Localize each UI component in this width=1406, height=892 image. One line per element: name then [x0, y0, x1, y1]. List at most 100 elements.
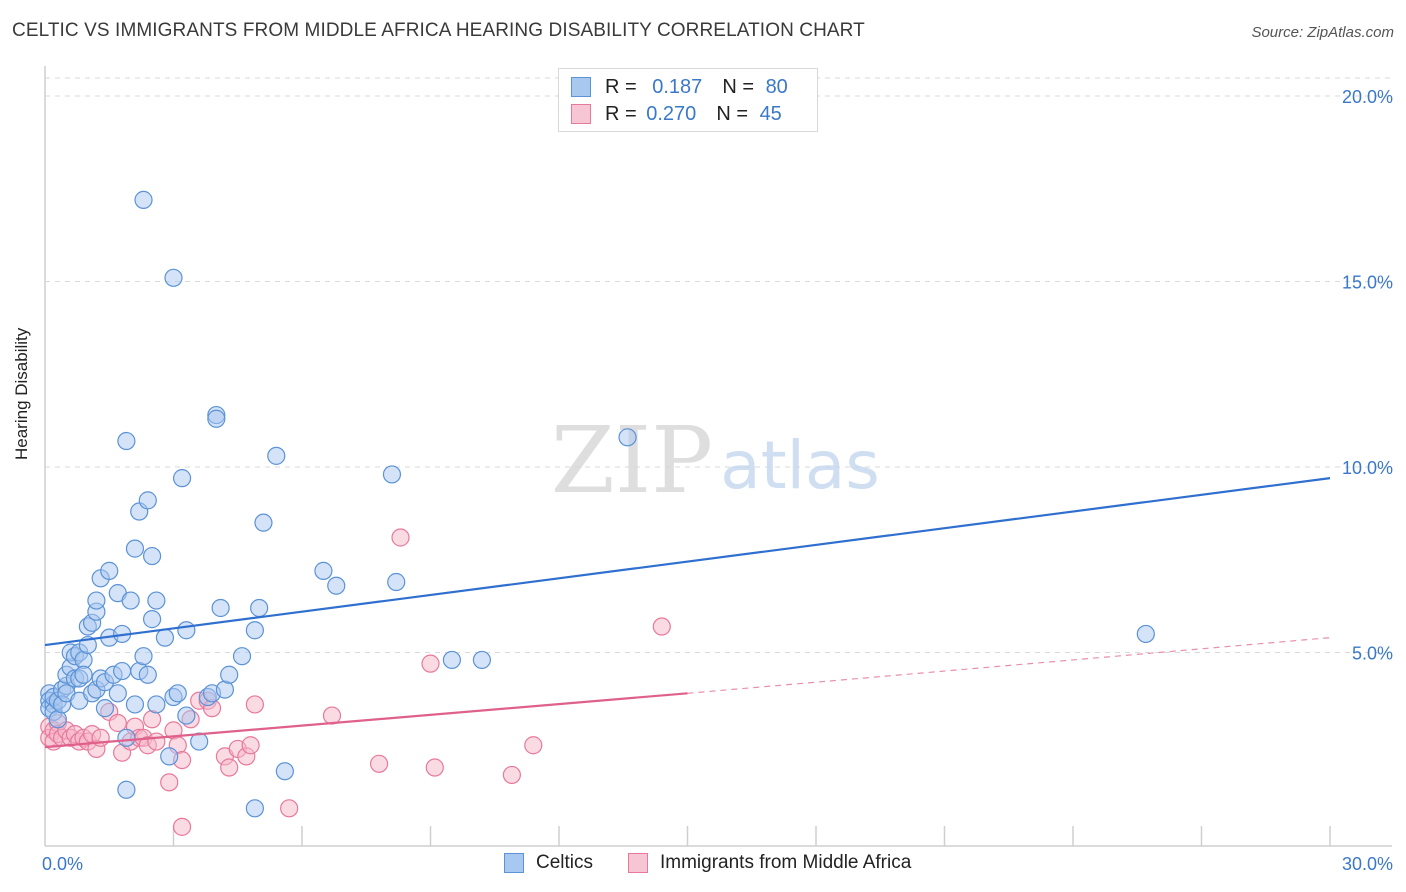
- data-point: [134, 190, 153, 209]
- data-point: [275, 762, 294, 781]
- data-point: [125, 695, 145, 714]
- data-point: [652, 617, 671, 636]
- data-point: [172, 469, 192, 488]
- y-tick-label: 10.0%: [1342, 458, 1393, 478]
- data-point: [1136, 624, 1155, 644]
- x-tick-label: 0.0%: [42, 854, 83, 874]
- data-point: [121, 591, 140, 610]
- data-point: [160, 773, 179, 792]
- data-point: [147, 732, 166, 751]
- data-point: [87, 591, 106, 610]
- data-point: [117, 431, 136, 451]
- data-point: [245, 799, 264, 818]
- stats-legend: R = 0.187 N = 80 R = 0.270 N = 45: [558, 68, 818, 132]
- r-label: R =: [605, 75, 637, 98]
- axes: [44, 66, 1392, 847]
- watermark-zip: ZIP: [551, 407, 713, 514]
- y-tick-label: 20.0%: [1342, 87, 1393, 107]
- data-point: [117, 728, 136, 747]
- data-point: [421, 654, 440, 673]
- data-point: [160, 747, 179, 766]
- y-tick-label: 15.0%: [1342, 273, 1393, 293]
- data-point: [280, 799, 299, 818]
- trend-line-celtics: [44, 477, 1331, 647]
- r-value: 0.270: [646, 102, 697, 125]
- data-point: [100, 561, 119, 580]
- data-point: [618, 428, 637, 447]
- celtics-legend-swatch: [504, 853, 524, 873]
- data-point: [442, 650, 462, 670]
- y-tick-label: 5.0%: [1352, 644, 1393, 664]
- data-point: [168, 684, 187, 703]
- data-point: [95, 699, 115, 718]
- data-point: [177, 706, 196, 725]
- data-point: [190, 732, 209, 751]
- n-label: N =: [716, 102, 748, 125]
- series-legend: Celtics Immigrants from Middle Africa: [0, 850, 1406, 878]
- data-point: [138, 491, 157, 510]
- data-point: [147, 591, 166, 610]
- legend-item-immigrants[interactable]: Immigrants from Middle Africa: [628, 852, 911, 874]
- trend-line-immigrants-extension: [687, 637, 1331, 694]
- data-point: [220, 665, 239, 684]
- data-point: [220, 758, 239, 777]
- immigrants-legend-swatch: [628, 853, 648, 873]
- n-value: 45: [759, 102, 782, 125]
- data-point: [134, 647, 153, 666]
- gridlines: [45, 77, 1392, 653]
- data-point: [245, 695, 264, 714]
- data-point: [74, 665, 93, 684]
- legend-label: Immigrants from Middle Africa: [660, 852, 912, 873]
- data-point: [524, 736, 543, 755]
- data-point: [142, 546, 162, 566]
- legend-item-celtics[interactable]: Celtics: [504, 852, 593, 874]
- data-point: [314, 561, 333, 580]
- trend-lines: [44, 477, 1331, 749]
- data-point: [177, 621, 196, 640]
- data-point: [207, 409, 226, 428]
- data-point: [117, 780, 136, 799]
- data-point: [387, 572, 406, 592]
- data-point: [502, 765, 521, 785]
- data-point: [250, 598, 269, 618]
- celtics-swatch: [571, 77, 591, 97]
- data-point: [245, 621, 264, 640]
- data-point: [327, 576, 346, 595]
- y-axis-label: Hearing Disability: [12, 327, 31, 460]
- n-value: 80: [765, 75, 788, 98]
- watermark-atlas: atlas: [720, 427, 880, 504]
- data-point: [254, 513, 273, 532]
- data-point: [142, 610, 162, 629]
- data-point: [241, 736, 260, 755]
- data-point: [211, 598, 230, 618]
- n-label: N =: [722, 75, 754, 98]
- legend-label: Celtics: [536, 852, 594, 873]
- stats-row-immigrants: R = 0.270 N = 45: [571, 102, 782, 126]
- data-point: [370, 754, 389, 773]
- data-point: [112, 661, 132, 681]
- data-point: [164, 268, 183, 287]
- data-point: [147, 695, 166, 714]
- data-point: [172, 817, 192, 836]
- chart-title: CELTIC VS IMMIGRANTS FROM MIDDLE AFRICA …: [12, 20, 865, 41]
- data-point: [425, 758, 444, 777]
- tick-labels: 5.0% 10.0% 15.0% 20.0% 0.0% 30.0%: [42, 87, 1393, 874]
- data-point: [391, 528, 410, 547]
- data-point: [232, 647, 252, 666]
- data-point: [472, 650, 491, 670]
- r-label: R =: [605, 102, 637, 125]
- trend-line-immigrants: [44, 692, 688, 749]
- data-point: [267, 446, 286, 465]
- series-celtics-points: [40, 190, 1155, 818]
- data-point: [155, 628, 175, 647]
- x-tick-label: 30.0%: [1342, 854, 1393, 874]
- data-point: [125, 539, 145, 558]
- immigrants-swatch: [571, 104, 591, 124]
- data-point: [382, 465, 402, 484]
- stats-row-celtics: R = 0.187 N = 80: [571, 75, 788, 99]
- data-point: [108, 684, 127, 703]
- watermark: ZIP atlas: [551, 407, 880, 514]
- data-point: [138, 665, 157, 684]
- data-point: [108, 713, 127, 733]
